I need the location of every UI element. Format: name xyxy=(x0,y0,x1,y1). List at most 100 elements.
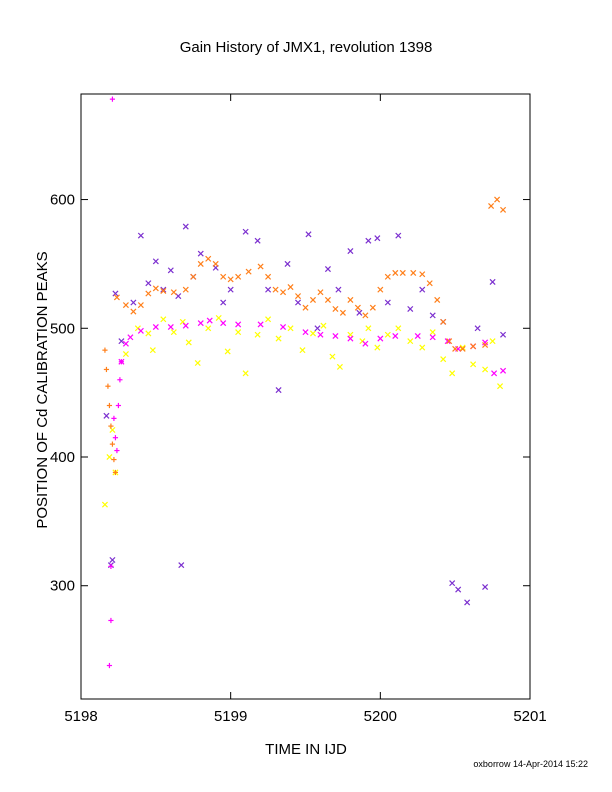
data-point xyxy=(309,296,317,303)
data-point xyxy=(470,361,477,368)
data-point xyxy=(122,340,129,347)
data-point xyxy=(294,299,302,306)
data-point xyxy=(489,338,496,345)
data-point xyxy=(399,269,406,276)
data-point xyxy=(182,223,189,230)
x-tick-label: 5201 xyxy=(513,708,546,725)
data-point xyxy=(347,248,354,255)
data-point xyxy=(170,329,177,336)
data-point xyxy=(377,335,384,342)
data-point xyxy=(429,334,436,341)
data-point xyxy=(320,322,327,329)
data-point xyxy=(410,269,417,276)
data-point xyxy=(335,286,342,293)
x-tick-label: 5199 xyxy=(214,708,247,725)
data-point xyxy=(354,304,361,311)
data-point xyxy=(113,294,120,301)
data-point xyxy=(145,280,152,287)
data-point xyxy=(455,586,462,593)
data-point xyxy=(449,580,456,587)
data-point xyxy=(474,325,481,332)
data-point xyxy=(265,273,272,280)
data-point xyxy=(122,302,129,309)
data-point xyxy=(374,344,381,351)
data-point xyxy=(145,330,152,337)
data-point xyxy=(482,366,489,373)
data-point xyxy=(305,231,312,238)
data-point xyxy=(339,309,346,316)
data-point xyxy=(130,308,137,315)
data-point xyxy=(395,325,402,332)
data-point xyxy=(336,363,343,370)
data-point xyxy=(109,441,116,447)
plot-frame xyxy=(80,93,531,700)
y-tick-label: 300 xyxy=(50,578,75,595)
data-point xyxy=(392,269,399,276)
data-point xyxy=(245,268,252,275)
data-point xyxy=(482,583,489,591)
data-point xyxy=(167,267,174,274)
data-point xyxy=(254,237,261,244)
data-point xyxy=(190,273,197,280)
data-point xyxy=(111,456,117,463)
data-point xyxy=(489,278,496,285)
x-axis-label: TIME IN IJD xyxy=(265,741,347,758)
data-point xyxy=(179,318,186,325)
data-point xyxy=(287,325,294,332)
data-point xyxy=(257,263,264,270)
data-point xyxy=(384,299,391,306)
data-point xyxy=(459,344,466,351)
data-point xyxy=(108,423,114,429)
data-point xyxy=(317,289,324,296)
data-point xyxy=(452,345,459,352)
data-point xyxy=(347,296,354,303)
data-point xyxy=(170,289,177,296)
data-point xyxy=(324,296,331,303)
data-point xyxy=(362,312,369,319)
data-point xyxy=(440,356,447,363)
data-point xyxy=(220,273,227,280)
data-point xyxy=(329,353,336,360)
data-point xyxy=(109,96,116,102)
data-point xyxy=(118,338,125,345)
data-point xyxy=(449,370,456,377)
data-point xyxy=(224,348,231,355)
data-point xyxy=(384,273,391,280)
data-point xyxy=(227,276,234,283)
data-point xyxy=(419,271,426,278)
data-point xyxy=(114,447,120,454)
data-point xyxy=(362,340,369,347)
data-point xyxy=(302,329,309,336)
data-point xyxy=(419,344,426,351)
data-point xyxy=(446,338,453,345)
data-point xyxy=(434,296,441,303)
data-point xyxy=(280,289,287,296)
data-point xyxy=(106,662,113,669)
data-point xyxy=(491,370,498,377)
data-point xyxy=(212,260,219,267)
data-point xyxy=(500,206,507,213)
data-point xyxy=(103,366,110,373)
data-point xyxy=(215,314,222,322)
data-point xyxy=(384,331,391,338)
data-point xyxy=(459,345,466,352)
data-point xyxy=(265,316,272,323)
data-point xyxy=(235,321,242,328)
data-point xyxy=(419,286,426,293)
data-point xyxy=(407,338,414,345)
data-point xyxy=(332,332,339,340)
data-point xyxy=(220,320,227,327)
data-point xyxy=(440,318,447,325)
data-point xyxy=(426,280,433,287)
data-point xyxy=(275,387,282,394)
data-point xyxy=(497,383,504,390)
data-point xyxy=(227,286,234,293)
data-point xyxy=(109,556,116,564)
data-point xyxy=(377,286,384,293)
data-point xyxy=(280,323,287,331)
data-point xyxy=(299,347,306,354)
data-point xyxy=(152,258,159,265)
data-point xyxy=(294,293,302,300)
data-point xyxy=(482,339,489,346)
data-point xyxy=(152,285,159,292)
